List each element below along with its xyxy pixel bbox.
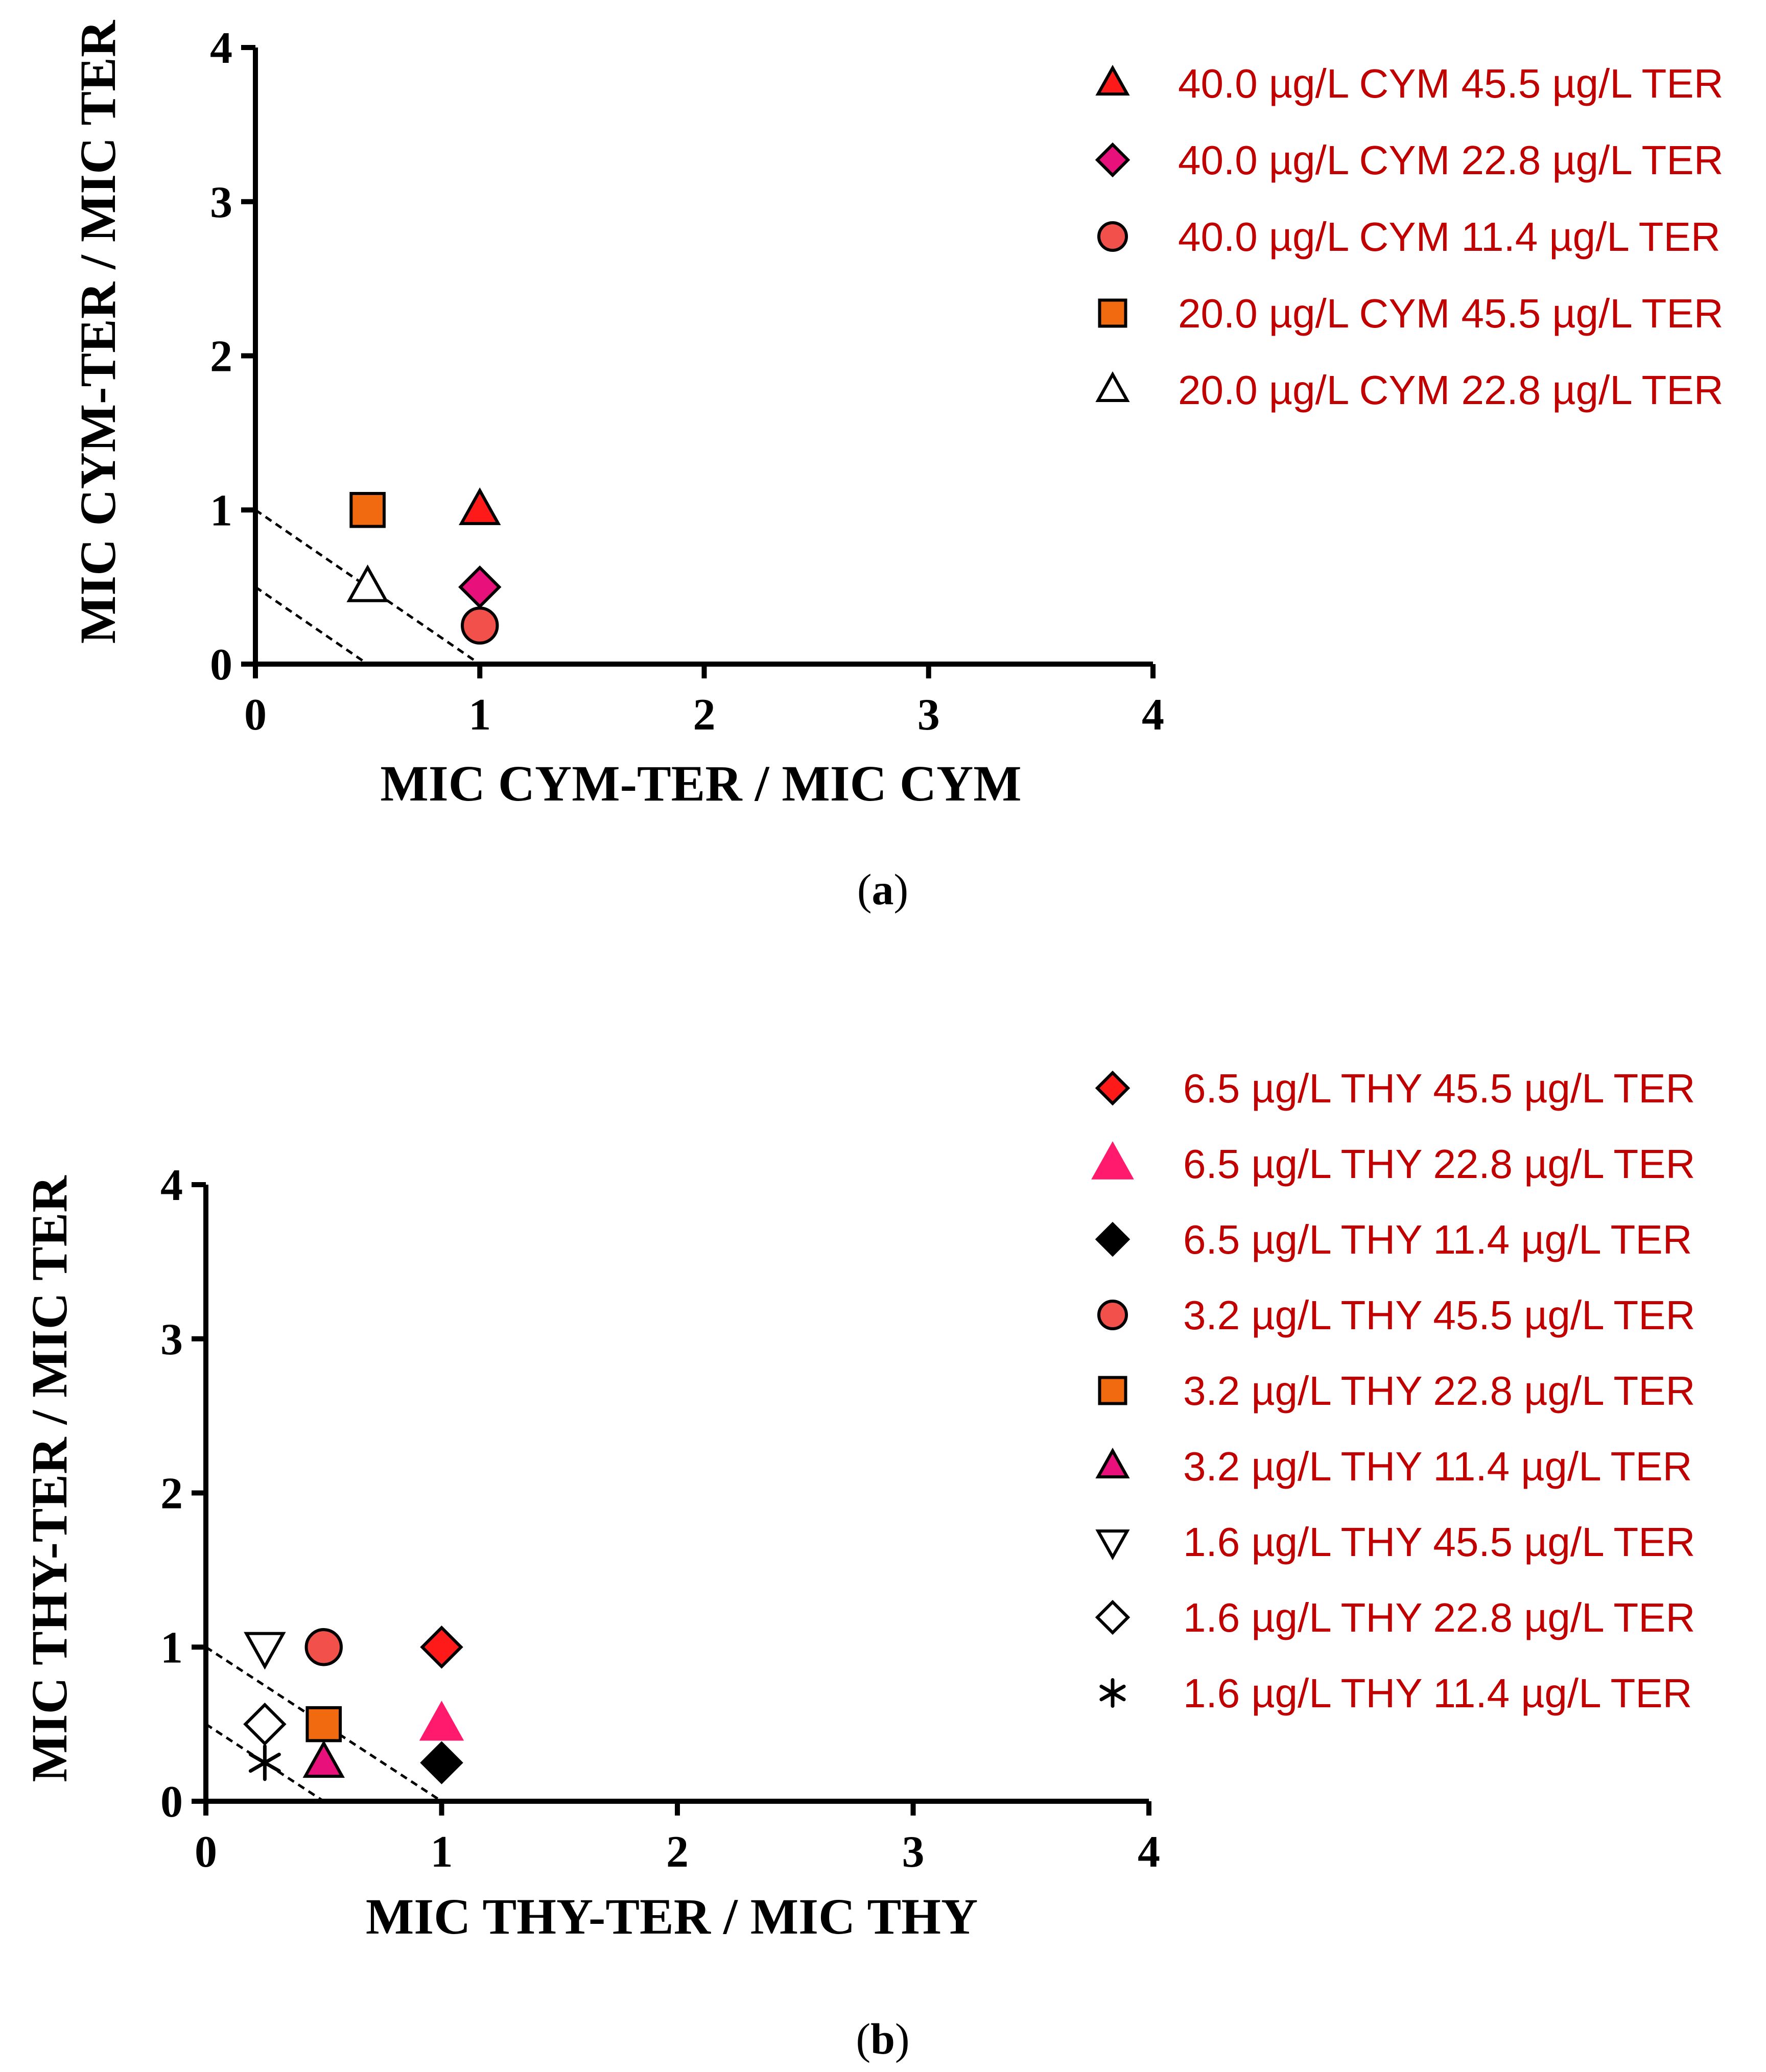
panel-b-data-point xyxy=(420,1626,463,1669)
panel-a-x-tick-label: 3 xyxy=(917,690,940,740)
panel-a-legend-label: 40.0 µg/L CYM 11.4 µg/L TER xyxy=(1178,214,1721,260)
panel-a-y-tick-label: 1 xyxy=(210,486,232,535)
panel-a-legend-marker xyxy=(1097,221,1128,252)
panel-b-ylabel: MIC THY-TER / MIC TER xyxy=(21,1175,78,1782)
panel-b-x-tick-label: 4 xyxy=(1138,1827,1160,1877)
panel-b-y-tick-label: 4 xyxy=(160,1161,183,1210)
panel-a-x-tick-label: 0 xyxy=(244,690,267,740)
panel-b-legend-label: 1.6 µg/L THY 11.4 µg/L TER xyxy=(1183,1670,1692,1716)
panel-a-legend-marker xyxy=(1098,298,1127,328)
panel-b-y-tick-label: 1 xyxy=(160,1623,183,1673)
panel-b-legend-marker xyxy=(1097,1300,1128,1330)
panel-b-x-tick-label: 3 xyxy=(902,1827,925,1877)
panel-b-legend: 6.5 µg/L THY 45.5 µg/L TER 6.5 µg/L THY 2… xyxy=(1091,1066,1695,1716)
panel-b-data-point xyxy=(248,1744,281,1781)
panel-b-legend-label: 1.6 µg/L THY 22.8 µg/L TER xyxy=(1183,1595,1695,1640)
panel-a-x-tick-label: 2 xyxy=(693,690,716,740)
panel-a-legend-label: 20.0 µg/L CYM 22.8 µg/L TER xyxy=(1178,367,1724,413)
panel-a-x-tick-label: 4 xyxy=(1142,690,1164,740)
panel-b-legend-marker xyxy=(1095,1599,1131,1635)
panel-b-legend-label: 1.6 µg/L THY 45.5 µg/L TER xyxy=(1183,1519,1695,1565)
panel-a-legend-label: 40.0 µg/L CYM 45.5 µg/L TER xyxy=(1178,61,1724,106)
panel-b-data-point xyxy=(244,1632,286,1670)
panel-a-plot: 0 1 2 3 4 0 1 2 3 4 xyxy=(210,23,1164,740)
panel-a-ylabel: MIC CYM-TER / MIC TER xyxy=(69,19,126,644)
panel-b-plot: 0 1 2 3 4 0 1 2 3 4 xyxy=(160,1161,1160,1877)
panel-a-y-tick-label: 4 xyxy=(210,23,232,73)
panel-a-legend: 40.0 µg/L CYM 45.5 µg/L TER 40.0 µg/L CYM… xyxy=(1095,61,1724,413)
panel-b-legend-marker xyxy=(1095,1070,1131,1106)
panel-b-data-point xyxy=(420,1741,463,1784)
chart-panel-b: MIC THY-TER / MIC TER MIC THY-TER / MIC … xyxy=(21,1066,1695,2063)
panel-b-legend-marker xyxy=(1095,1447,1130,1478)
panel-b-isobole-line xyxy=(205,1723,325,1803)
panel-b-xlabel: MIC THY-TER / MIC THY xyxy=(366,1888,978,1945)
panel-b-legend-label: 6.5 µg/L THY 45.5 µg/L TER xyxy=(1183,1066,1695,1111)
panel-b-legend-marker xyxy=(1098,1376,1127,1405)
panel-b-legend-marker xyxy=(1091,1141,1134,1180)
panel-b-legend-marker xyxy=(1095,1221,1131,1257)
panel-b-data-point xyxy=(243,1702,287,1746)
panel-a-legend-marker xyxy=(1095,371,1130,402)
panel-b-legend-label: 6.5 µg/L THY 22.8 µg/L TER xyxy=(1183,1141,1695,1187)
panel-a-legend-marker xyxy=(1095,142,1131,178)
panel-a-data-point xyxy=(349,491,386,528)
panel-a-legend-label: 20.0 µg/L CYM 45.5 µg/L TER xyxy=(1178,291,1724,336)
panel-b-legend-label: 3.2 µg/L THY 22.8 µg/L TER xyxy=(1183,1368,1695,1414)
panel-b-x-tick-label: 0 xyxy=(195,1827,217,1877)
panel-a-data-point xyxy=(346,564,389,602)
panel-a-legend-marker xyxy=(1095,64,1130,96)
panel-b-data-point xyxy=(302,1740,345,1778)
panel-b-x-tick-label: 1 xyxy=(431,1827,453,1877)
panel-b-y-tick-label: 0 xyxy=(160,1777,183,1827)
panel-b-data-point xyxy=(305,1706,342,1743)
panel-a-xlabel: MIC CYM-TER / MIC CYM xyxy=(380,755,1021,812)
panel-a-legend-label: 40.0 µg/L CYM 22.8 µg/L TER xyxy=(1178,137,1724,183)
panel-b-data-point xyxy=(304,1628,343,1666)
panel-b-legend-label: 3.2 µg/L THY 11.4 µg/L TER xyxy=(1183,1444,1692,1489)
panel-b-legend-label: 3.2 µg/L THY 45.5 µg/L TER xyxy=(1183,1292,1695,1338)
panel-a-data-point xyxy=(459,487,501,525)
panel-b-y-tick-label: 3 xyxy=(160,1315,183,1364)
panel-a-y-tick-label: 0 xyxy=(210,640,232,690)
panel-a-data-point xyxy=(461,606,499,645)
panel-b-legend-marker xyxy=(1095,1529,1130,1561)
panel-b-caption: (b) xyxy=(856,2014,909,2063)
panel-a-isobole-line xyxy=(254,586,369,666)
panel-a-x-tick-label: 1 xyxy=(468,690,491,740)
panel-a-caption: (a) xyxy=(857,865,908,914)
panel-b-legend-label: 6.5 µg/L THY 11.4 µg/L TER xyxy=(1183,1217,1692,1262)
panel-b-x-tick-label: 2 xyxy=(666,1827,689,1877)
panel-a-data-point xyxy=(458,565,502,609)
chart-panel-a: MIC CYM-TER / MIC TER MIC CYM-TER / MIC … xyxy=(69,19,1724,914)
panel-b-legend-marker xyxy=(1099,1678,1126,1708)
panel-b-y-tick-label: 2 xyxy=(160,1469,183,1519)
panel-a-y-tick-label: 3 xyxy=(210,178,232,227)
panel-a-y-tick-label: 2 xyxy=(210,332,232,382)
panel-b-data-point xyxy=(419,1701,464,1741)
